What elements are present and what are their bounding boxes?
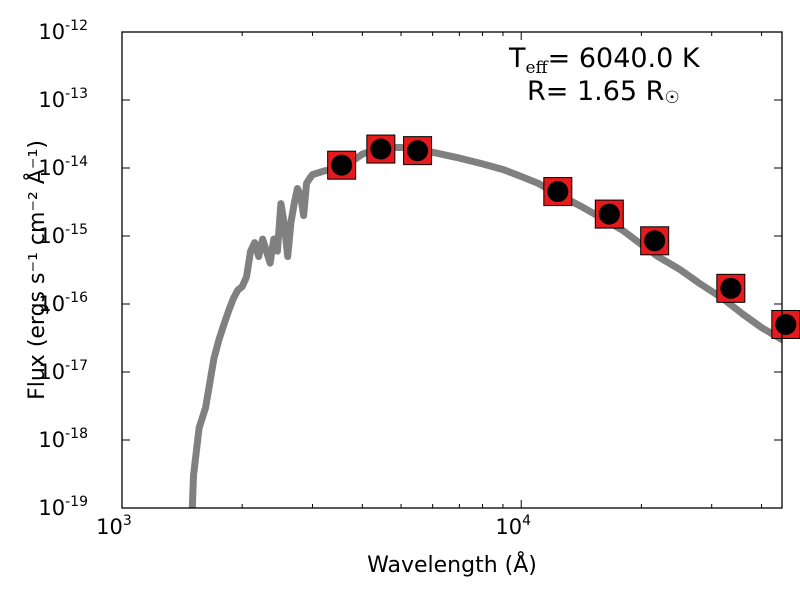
photometry-point — [771, 309, 800, 339]
y-tick-label: 10-19 — [38, 494, 88, 520]
photometry-point — [366, 134, 396, 164]
plot-area — [188, 134, 800, 508]
photometry-dot-marker — [370, 138, 392, 160]
radius-annotation: R= 1.65 R☉ — [527, 76, 680, 108]
photometry-dot-marker — [644, 230, 666, 252]
fit-annotation: Teff= 6040.0 K R= 1.65 R☉ — [508, 43, 701, 108]
y-tick-label: 10-13 — [38, 86, 88, 112]
y-tick-label: 10-12 — [38, 18, 88, 44]
y-axis-title: Flux (ergs s⁻¹ cm⁻² Å⁻¹) — [23, 140, 50, 400]
photometry-dot-marker — [775, 313, 797, 335]
photometry-point — [403, 136, 433, 166]
photometry-point — [640, 226, 670, 256]
x-axis-title: Wavelength (Å) — [367, 551, 537, 578]
photometry-dot-marker — [407, 140, 429, 162]
y-tick-label: 10-16 — [38, 290, 88, 316]
photometry-point — [327, 150, 357, 180]
y-tick-label: 10-18 — [38, 426, 88, 452]
photometry-point — [594, 199, 624, 229]
photometry-dot-marker — [547, 181, 569, 203]
axis-ticks: 103 104 10-12 10-13 10-14 10-15 10-16 10-17 10-1… — [38, 18, 783, 539]
teff-annotation: Teff= 6040.0 K — [508, 43, 701, 78]
photometry-point — [543, 177, 573, 207]
y-tick-label: 10-15 — [38, 222, 88, 248]
model-spectrum-line — [188, 144, 782, 508]
photometry-dot-marker — [598, 203, 620, 225]
x-tick-label: 104 — [495, 513, 531, 539]
y-tick-label: 10-14 — [38, 154, 88, 180]
photometry-point — [716, 273, 746, 303]
y-tick-label: 10-17 — [38, 358, 88, 384]
x-tick-label: 103 — [96, 513, 132, 539]
plot-frame — [121, 31, 783, 509]
photometry-dot-marker — [720, 277, 742, 299]
photometry-dot-marker — [331, 154, 353, 176]
